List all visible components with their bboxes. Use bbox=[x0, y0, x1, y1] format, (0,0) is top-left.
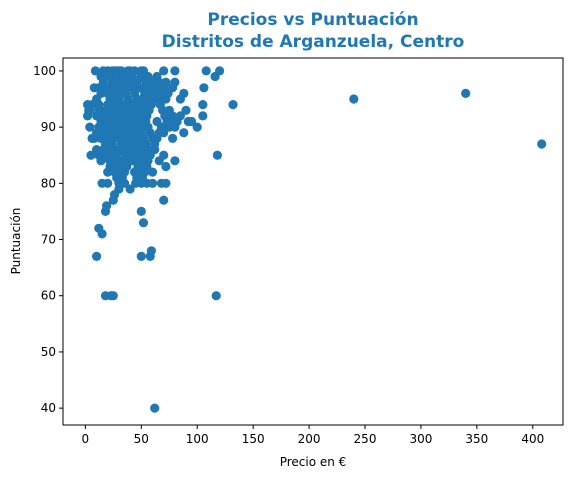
data-point bbox=[192, 122, 202, 132]
x-axis-label: Precio en € bbox=[280, 455, 347, 469]
chart-title-line-2: Distritos de Arganzuela, Centro bbox=[162, 32, 465, 52]
data-point bbox=[159, 66, 169, 76]
data-point bbox=[187, 116, 197, 127]
data-point bbox=[179, 88, 189, 98]
x-tick-label: 150 bbox=[242, 432, 265, 446]
data-point bbox=[152, 116, 162, 127]
y-tick-label: 100 bbox=[33, 64, 56, 78]
data-point bbox=[134, 128, 144, 138]
data-point bbox=[199, 83, 209, 93]
data-point bbox=[103, 178, 113, 188]
data-point bbox=[118, 167, 128, 177]
data-point bbox=[97, 229, 107, 239]
data-point bbox=[181, 105, 191, 115]
data-point bbox=[461, 88, 471, 98]
scatter-points bbox=[83, 66, 547, 413]
data-point bbox=[130, 66, 140, 76]
data-point bbox=[150, 403, 160, 413]
y-tick-label: 60 bbox=[41, 289, 56, 303]
data-point bbox=[147, 167, 158, 177]
data-point bbox=[136, 156, 146, 166]
data-point bbox=[211, 291, 221, 301]
y-tick-label: 40 bbox=[41, 401, 56, 415]
data-point bbox=[198, 100, 208, 110]
data-point bbox=[86, 150, 96, 160]
data-point bbox=[161, 178, 171, 188]
data-point bbox=[349, 94, 359, 104]
data-point bbox=[146, 246, 156, 256]
x-tick-label: 300 bbox=[409, 432, 432, 446]
data-point bbox=[136, 206, 146, 216]
x-tick-label: 50 bbox=[134, 432, 149, 446]
data-point bbox=[166, 116, 177, 127]
data-point bbox=[170, 77, 180, 87]
data-point bbox=[118, 122, 128, 132]
data-point bbox=[168, 133, 178, 143]
data-point bbox=[210, 71, 220, 82]
x-axis-ticks: 0 50 100 150 200 250 300 350 400 bbox=[82, 425, 544, 446]
x-tick-label: 200 bbox=[298, 432, 321, 446]
data-point bbox=[125, 184, 135, 194]
data-point bbox=[134, 83, 144, 93]
data-point bbox=[94, 83, 104, 93]
x-tick-label: 250 bbox=[354, 432, 377, 446]
data-point bbox=[170, 156, 180, 166]
data-point bbox=[143, 156, 153, 166]
x-tick-label: 0 bbox=[82, 432, 90, 446]
data-point bbox=[134, 167, 144, 177]
chart-title: Precios vs Puntuación Distritos de Argan… bbox=[162, 10, 465, 52]
y-tick-label: 70 bbox=[41, 233, 56, 247]
data-point bbox=[161, 161, 171, 172]
x-tick-label: 400 bbox=[521, 432, 544, 446]
y-axis-label: Puntuación bbox=[9, 208, 23, 275]
chart-title-line-1: Precios vs Puntuación bbox=[207, 10, 418, 30]
data-point bbox=[179, 128, 189, 138]
data-point bbox=[147, 178, 158, 188]
data-point bbox=[228, 100, 238, 110]
x-tick-label: 100 bbox=[186, 432, 209, 446]
data-point bbox=[161, 77, 171, 87]
data-point bbox=[212, 150, 222, 160]
data-point bbox=[138, 218, 149, 228]
data-point bbox=[201, 66, 211, 76]
data-point bbox=[170, 66, 180, 76]
y-tick-label: 80 bbox=[41, 176, 56, 190]
data-point bbox=[159, 195, 169, 205]
data-point bbox=[198, 111, 208, 121]
data-point bbox=[163, 88, 173, 98]
data-point bbox=[90, 66, 100, 76]
data-point bbox=[175, 111, 185, 121]
data-point bbox=[144, 77, 154, 87]
data-point bbox=[135, 116, 145, 127]
plot-area-frame bbox=[62, 57, 564, 426]
data-point bbox=[108, 291, 118, 301]
data-point bbox=[98, 66, 108, 76]
y-tick-label: 90 bbox=[41, 120, 56, 134]
data-point bbox=[114, 83, 124, 93]
data-point bbox=[85, 122, 95, 132]
data-point bbox=[159, 150, 169, 160]
y-axis-ticks: 40 50 60 70 80 90 100 bbox=[33, 64, 63, 415]
y-tick-label: 50 bbox=[41, 345, 56, 359]
x-tick-label: 350 bbox=[465, 432, 488, 446]
data-point bbox=[102, 201, 112, 211]
data-point bbox=[92, 251, 102, 261]
data-point bbox=[154, 128, 164, 138]
data-point bbox=[94, 105, 104, 115]
data-point bbox=[136, 251, 146, 261]
data-point bbox=[537, 139, 547, 149]
